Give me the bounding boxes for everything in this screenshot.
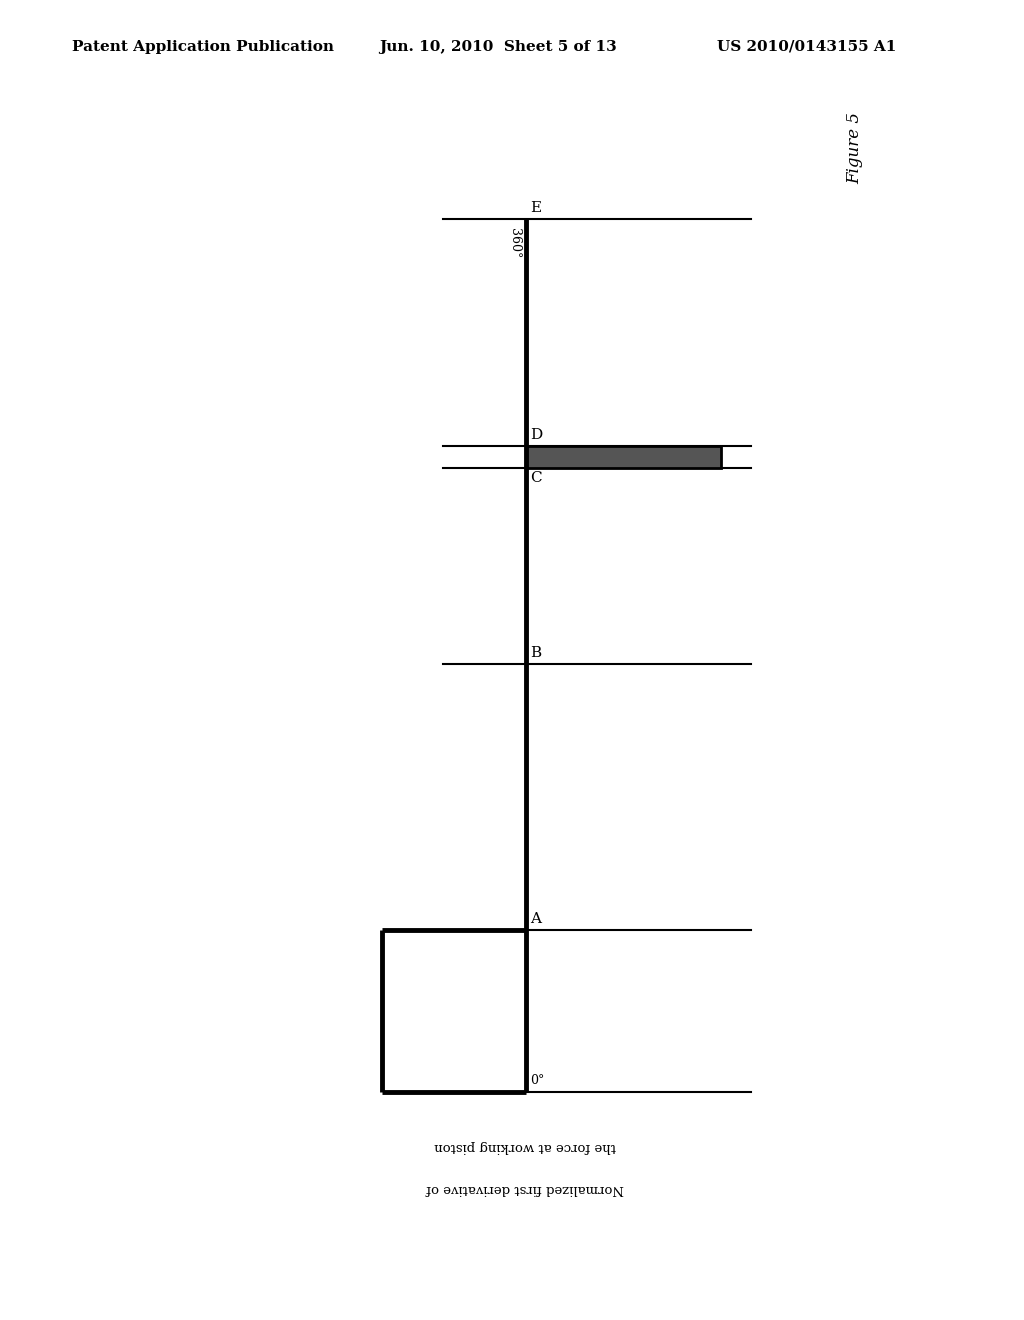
Text: 0°: 0° bbox=[530, 1073, 545, 1086]
Text: Jun. 10, 2010  Sheet 5 of 13: Jun. 10, 2010 Sheet 5 of 13 bbox=[379, 40, 616, 54]
Text: Figure 5: Figure 5 bbox=[847, 112, 863, 185]
Text: E: E bbox=[530, 201, 542, 215]
Text: Normalized first derivative of: Normalized first derivative of bbox=[427, 1181, 625, 1195]
Text: 360°: 360° bbox=[508, 228, 521, 259]
Text: A: A bbox=[530, 912, 541, 927]
Text: D: D bbox=[530, 428, 543, 442]
Text: Patent Application Publication: Patent Application Publication bbox=[72, 40, 334, 54]
Text: C: C bbox=[530, 471, 542, 486]
Bar bbox=[525, 446, 721, 467]
Text: US 2010/0143155 A1: US 2010/0143155 A1 bbox=[717, 40, 896, 54]
Text: B: B bbox=[530, 645, 542, 660]
Text: the force at working piston: the force at working piston bbox=[434, 1139, 616, 1152]
